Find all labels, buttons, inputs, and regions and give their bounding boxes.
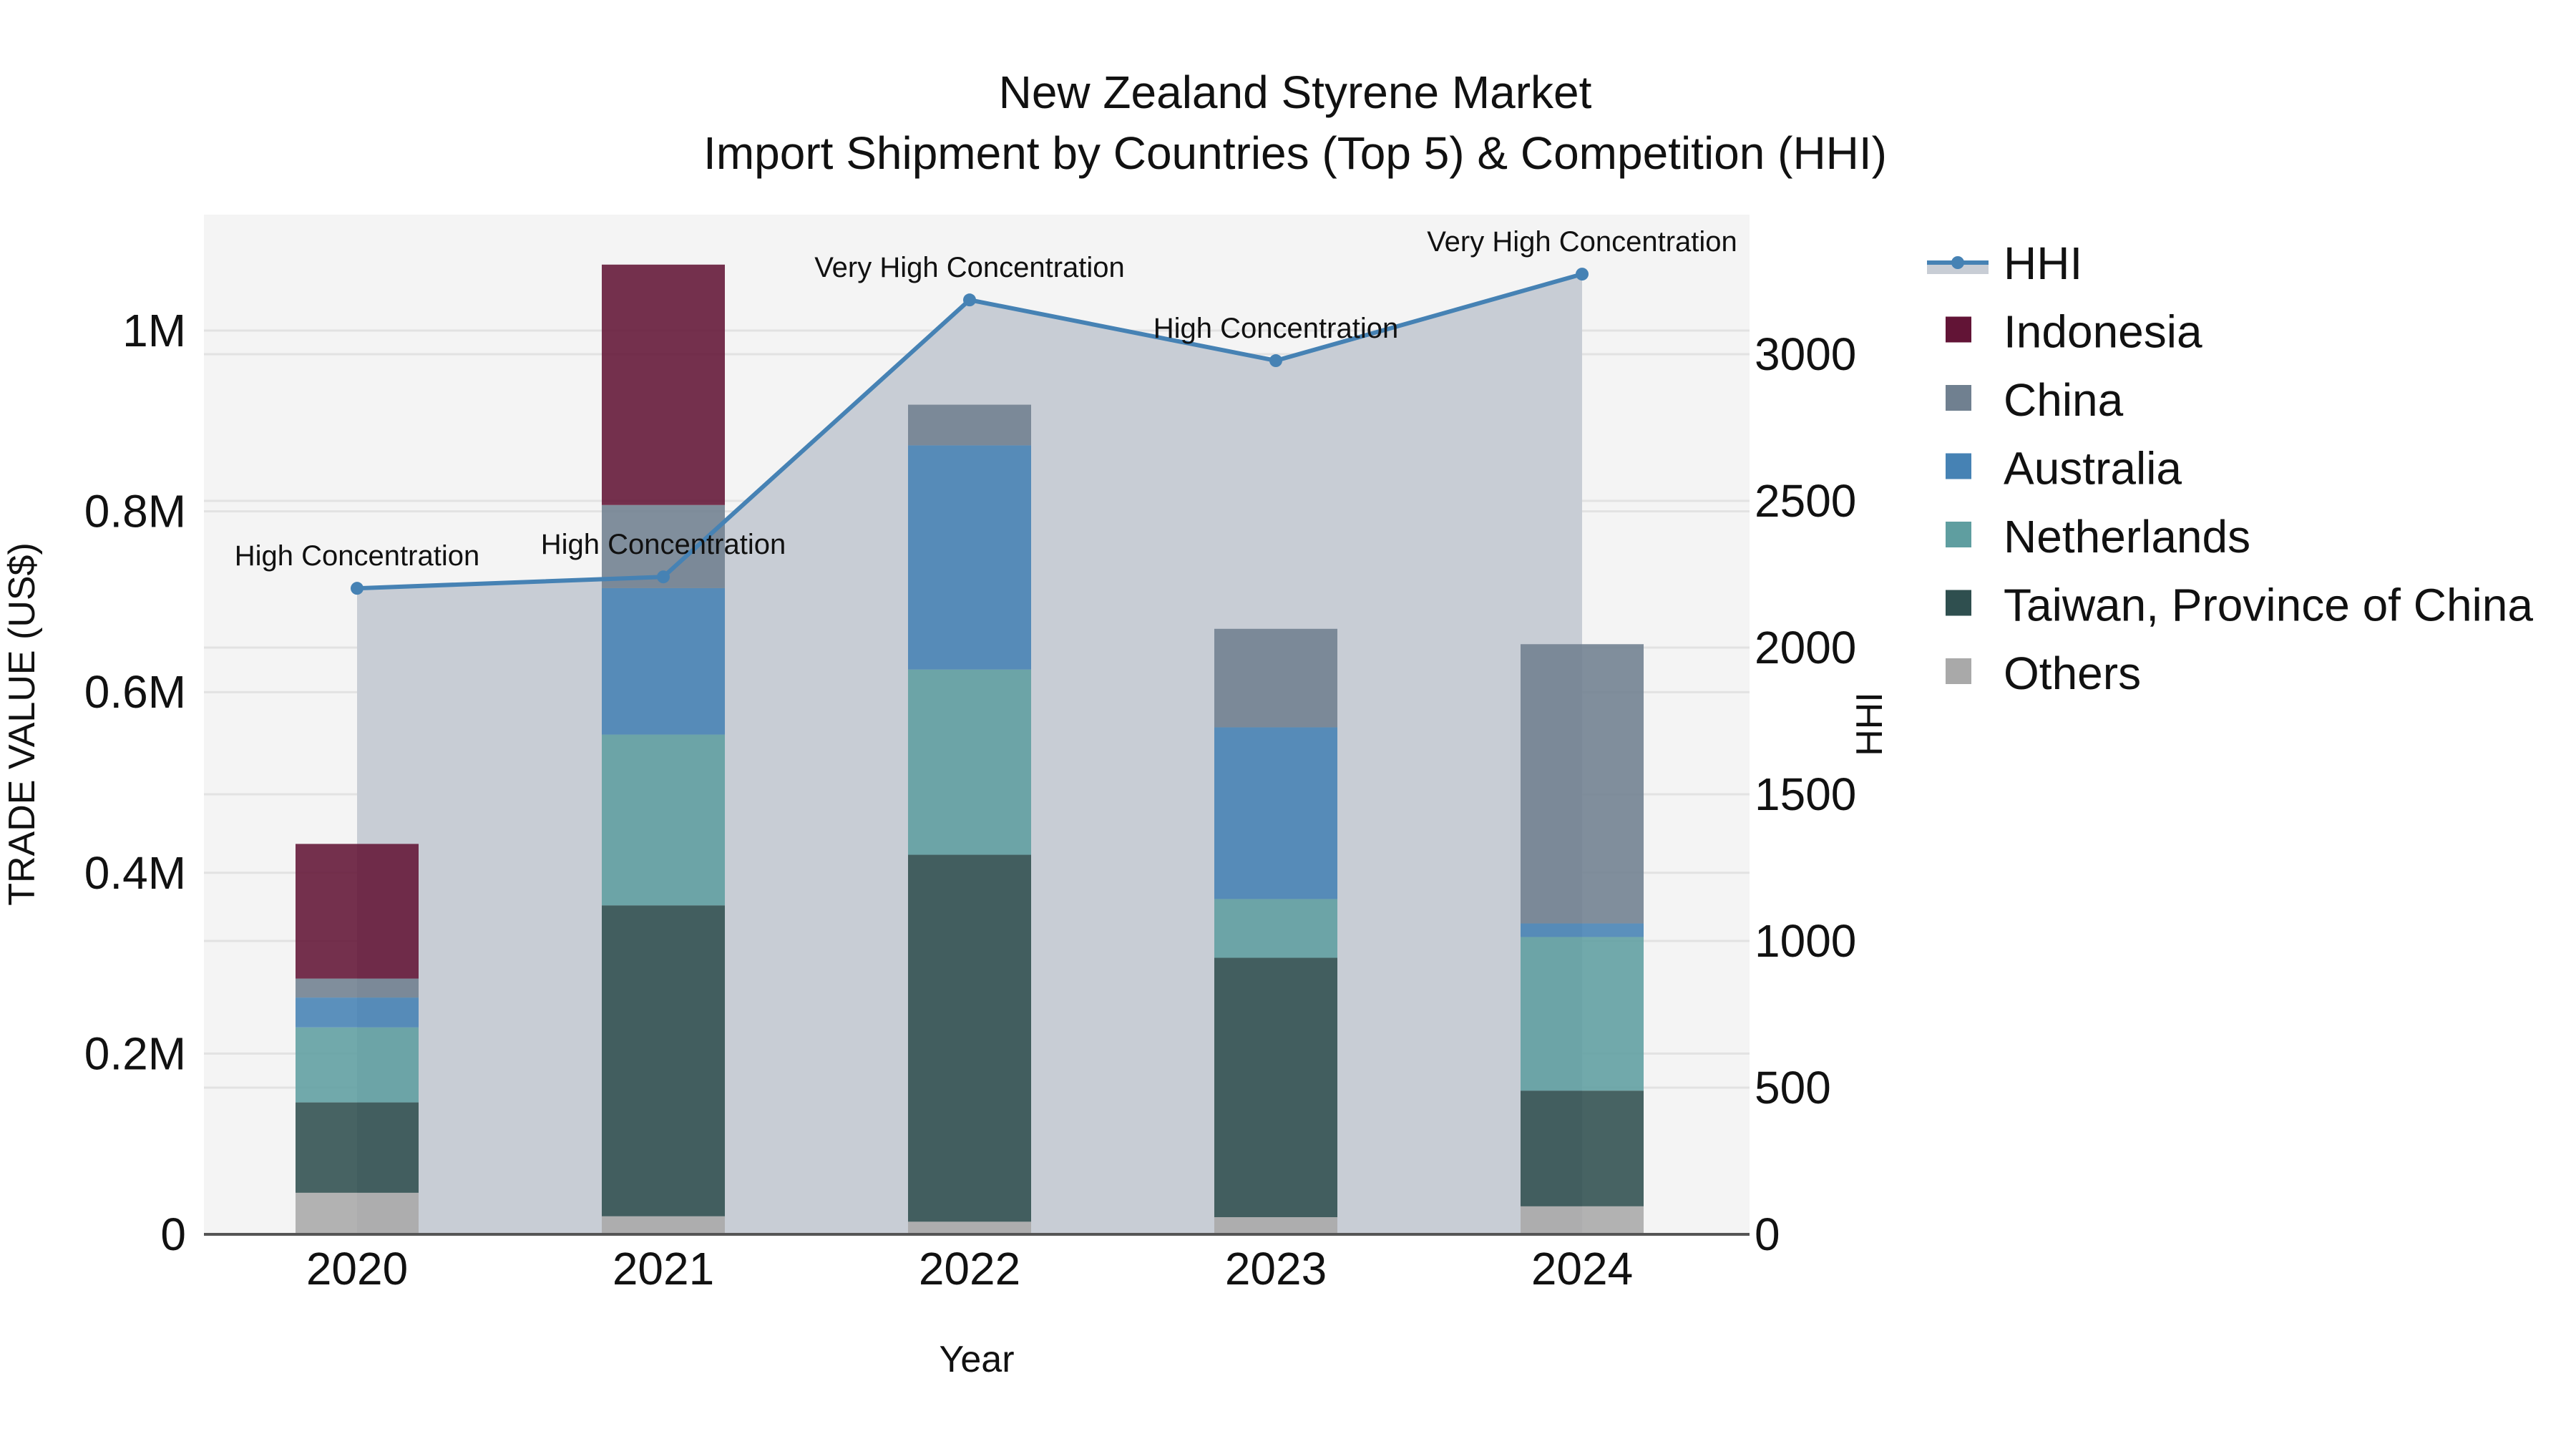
x-tick-labels: 2020 2021 2022 2023 2024 — [306, 1243, 1633, 1294]
bar-2020 — [296, 844, 419, 1234]
bar-segment-china[interactable] — [908, 404, 1031, 446]
stacked-bars — [296, 264, 1644, 1234]
chart-title-line1: New Zealand Styrene Market — [999, 67, 1592, 118]
hhi-annotation: High Concentration — [1153, 313, 1398, 344]
bar-segment-netherlands[interactable] — [1521, 937, 1644, 1091]
bar-segment-indonesia[interactable] — [296, 844, 419, 979]
bar-2024 — [1521, 644, 1644, 1234]
bar-segment-australia[interactable] — [296, 997, 419, 1028]
hhi-marker[interactable] — [1269, 354, 1282, 368]
bar-segment-netherlands[interactable] — [296, 1027, 419, 1103]
legend-item-hhi[interactable]: HHI — [1927, 238, 2082, 289]
x-tick: 2024 — [1531, 1243, 1633, 1294]
y-right-axis-title: HHI — [1849, 692, 1890, 756]
x-tick: 2021 — [613, 1243, 714, 1294]
bar-segment-netherlands[interactable] — [908, 669, 1031, 855]
legend-label: Others — [2004, 648, 2141, 699]
legend: HHI Indonesia China Australia Netherlands Tai… — [1927, 238, 2533, 699]
bar-segment-taiwan-province-of-china[interactable] — [908, 854, 1031, 1222]
hhi-marker[interactable] — [963, 293, 976, 307]
legend-swatch-icon — [1946, 590, 1971, 616]
hhi-annotation: High Concentration — [541, 529, 786, 560]
hhi-annotation: Very High Concentration — [1427, 226, 1737, 258]
legend-item-netherlands[interactable]: Netherlands — [1946, 511, 2250, 562]
legend-label: China — [2004, 374, 2124, 426]
bar-segment-others[interactable] — [908, 1221, 1031, 1234]
bar-2022 — [908, 404, 1031, 1234]
hhi-annotation: Very High Concentration — [814, 252, 1125, 283]
y-right-tick-labels: 0 500 1000 1500 2000 2500 3000 — [1755, 328, 1856, 1260]
y-left-tick: 0.4M — [84, 847, 186, 899]
hhi-marker[interactable] — [351, 582, 364, 595]
chart-title-line2: Import Shipment by Countries (Top 5) & C… — [703, 127, 1887, 179]
bar-segment-australia[interactable] — [602, 587, 725, 735]
legend-swatch-icon — [1946, 453, 1971, 479]
legend-swatch-icon — [1946, 385, 1971, 411]
y-left-tick: 0 — [160, 1209, 186, 1260]
bar-segment-taiwan-province-of-china[interactable] — [1214, 957, 1337, 1218]
bar-segment-china[interactable] — [1214, 628, 1337, 728]
hhi-marker[interactable] — [657, 570, 670, 584]
x-axis-title: Year — [939, 1339, 1014, 1380]
bar-segment-taiwan-province-of-china[interactable] — [296, 1102, 419, 1193]
y-left-tick: 0.6M — [84, 666, 186, 718]
legend-label: Australia — [2004, 443, 2182, 494]
hhi-annotations: High Concentration High Concentration Very… — [235, 226, 1737, 572]
bar-2023 — [1214, 628, 1337, 1234]
bar-segment-australia[interactable] — [1214, 727, 1337, 899]
y-right-tick: 500 — [1755, 1062, 1831, 1113]
y-right-tick: 1000 — [1755, 915, 1856, 967]
x-tick: 2023 — [1225, 1243, 1327, 1294]
legend-label: Netherlands — [2004, 511, 2250, 562]
bar-segment-netherlands[interactable] — [1214, 899, 1337, 958]
bar-segment-others[interactable] — [1214, 1217, 1337, 1234]
y-left-tick: 0.8M — [84, 486, 186, 537]
legend-marker-icon — [1951, 256, 1964, 269]
legend-label: HHI — [2004, 238, 2082, 289]
y-left-axis-title: TRADE VALUE (US$) — [1, 542, 43, 906]
bar-segment-others[interactable] — [602, 1216, 725, 1234]
y-right-tick: 0 — [1755, 1209, 1780, 1260]
y-left-tick-labels: 0 0.2M 0.4M 0.6M 0.8M 1M — [84, 305, 186, 1260]
y-left-tick: 0.2M — [84, 1028, 186, 1079]
bar-segment-others[interactable] — [296, 1192, 419, 1234]
legend-swatch-icon — [1946, 316, 1971, 343]
y-right-tick: 1500 — [1755, 769, 1856, 820]
legend-item-australia[interactable]: Australia — [1946, 443, 2182, 494]
bar-segment-indonesia[interactable] — [602, 264, 725, 505]
bar-segment-netherlands[interactable] — [602, 734, 725, 906]
legend-item-taiwan-province-of-china[interactable]: Taiwan, Province of China — [1946, 580, 2533, 631]
y-left-tick: 1M — [122, 305, 186, 356]
legend-swatch-icon — [1946, 522, 1971, 547]
bar-segment-australia[interactable] — [908, 445, 1031, 670]
y-right-tick: 2500 — [1755, 475, 1856, 527]
bar-segment-china[interactable] — [296, 978, 419, 998]
legend-item-china[interactable]: China — [1946, 374, 2124, 426]
x-tick: 2022 — [919, 1243, 1020, 1294]
legend-item-indonesia[interactable]: Indonesia — [1946, 306, 2202, 358]
legend-item-others[interactable]: Others — [1946, 648, 2141, 699]
bar-segment-australia[interactable] — [1521, 923, 1644, 937]
bar-segment-china[interactable] — [1521, 644, 1644, 924]
y-right-tick: 2000 — [1755, 622, 1856, 673]
hhi-annotation: High Concentration — [235, 540, 479, 572]
hhi-markers — [351, 268, 1589, 595]
legend-label: Indonesia — [2004, 306, 2202, 358]
bar-segment-taiwan-province-of-china[interactable] — [602, 905, 725, 1216]
legend-label: Taiwan, Province of China — [2004, 580, 2533, 631]
y-right-tick: 3000 — [1755, 328, 1856, 380]
x-tick: 2020 — [306, 1243, 408, 1294]
legend-swatch-icon — [1946, 658, 1971, 684]
bar-segment-others[interactable] — [1521, 1206, 1644, 1234]
bar-2021 — [602, 264, 725, 1234]
hhi-marker[interactable] — [1576, 268, 1589, 281]
bar-segment-taiwan-province-of-china[interactable] — [1521, 1091, 1644, 1206]
